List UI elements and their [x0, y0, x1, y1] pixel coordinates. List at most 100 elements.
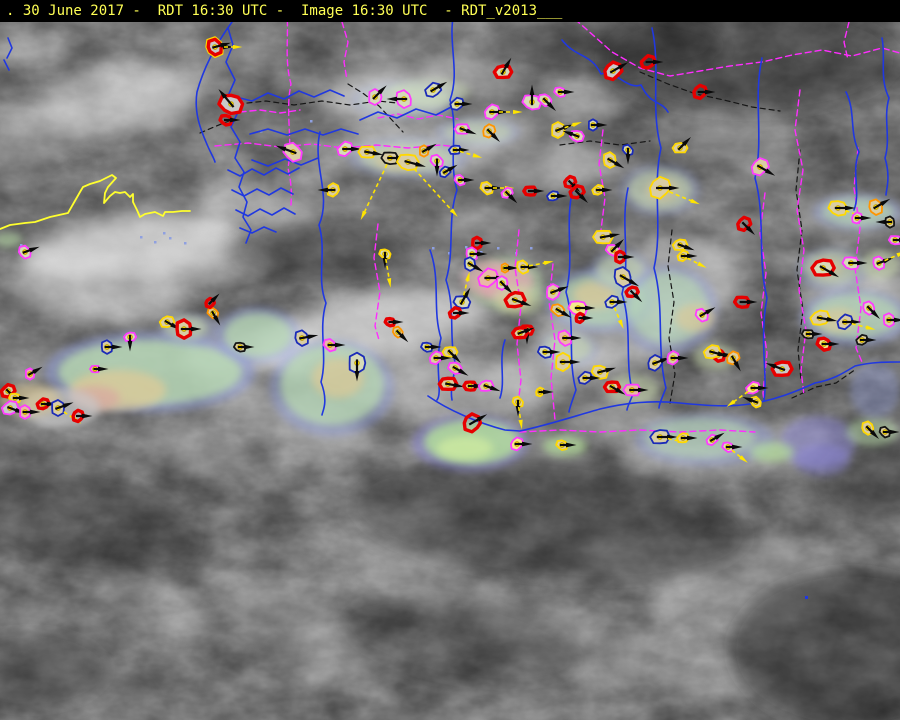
storm-cell[interactable]	[217, 89, 245, 116]
storm-cell[interactable]	[887, 235, 900, 246]
storm-cell[interactable]	[463, 256, 484, 272]
storm-cell[interactable]	[875, 215, 895, 229]
storm-cell[interactable]	[613, 266, 640, 289]
storm-cell[interactable]	[395, 153, 458, 217]
storm-cell[interactable]	[537, 345, 561, 359]
storm-cell[interactable]	[546, 283, 569, 301]
storm-cell[interactable]	[732, 295, 758, 309]
storm-cell[interactable]	[590, 364, 616, 380]
storm-cell[interactable]	[471, 235, 492, 251]
storm-cell[interactable]	[742, 395, 762, 409]
storm-cell[interactable]	[592, 229, 621, 245]
storm-cell[interactable]	[418, 143, 437, 158]
storm-cell[interactable]	[726, 380, 769, 407]
storm-cell[interactable]	[17, 244, 40, 260]
storm-cell[interactable]	[577, 370, 601, 385]
storm-cell[interactable]	[357, 145, 384, 159]
storm-cell[interactable]	[447, 306, 470, 320]
storm-cell[interactable]	[800, 329, 823, 340]
storm-cell[interactable]	[555, 439, 577, 451]
storm-cell[interactable]	[89, 364, 109, 374]
storm-cell[interactable]	[815, 336, 840, 352]
storm-cell[interactable]	[553, 86, 575, 98]
storm-cell[interactable]	[336, 140, 362, 158]
storm-cell[interactable]	[882, 312, 900, 328]
storm-cell[interactable]	[671, 238, 695, 251]
storm-cell[interactable]	[841, 256, 868, 271]
storm-cell[interactable]	[692, 83, 716, 101]
storm-cell[interactable]	[378, 248, 392, 288]
storm-cell[interactable]	[386, 89, 412, 109]
storm-cell[interactable]	[604, 239, 624, 257]
storm-cell[interactable]	[568, 184, 588, 203]
storm-cell[interactable]	[462, 412, 488, 434]
storm-cell[interactable]	[317, 182, 341, 198]
storm-cell[interactable]	[391, 325, 409, 343]
storm-cell[interactable]	[546, 190, 568, 202]
storm-cell[interactable]	[555, 351, 581, 373]
storm-cell[interactable]	[537, 93, 556, 111]
storm-cell[interactable]	[614, 249, 635, 265]
storm-cell[interactable]	[429, 153, 444, 177]
storm-cell[interactable]	[71, 408, 93, 424]
storm-cell[interactable]	[500, 262, 519, 274]
storm-cell[interactable]	[550, 303, 572, 318]
storm-cell[interactable]	[0, 400, 26, 416]
storm-cell[interactable]	[482, 123, 500, 142]
storm-cell[interactable]	[438, 164, 458, 179]
storm-cell[interactable]	[694, 307, 716, 323]
storm-cell[interactable]	[588, 118, 608, 132]
storm-cell[interactable]	[862, 300, 880, 319]
storm-cell[interactable]	[383, 316, 404, 328]
storm-cell[interactable]	[602, 151, 625, 169]
storm-cell[interactable]	[503, 290, 532, 309]
storm-cell[interactable]	[562, 129, 585, 143]
storm-cell[interactable]	[100, 339, 123, 355]
storm-cell[interactable]	[855, 333, 877, 346]
storm-cell[interactable]	[676, 432, 698, 444]
storm-cell[interactable]	[621, 143, 634, 165]
satellite-map[interactable]	[0, 22, 900, 720]
storm-cell[interactable]	[666, 350, 689, 366]
storm-cell[interactable]	[721, 441, 748, 463]
storm-cell[interactable]	[452, 271, 472, 310]
storm-cell[interactable]	[649, 175, 700, 205]
storm-cell[interactable]	[449, 96, 473, 111]
storm-cell[interactable]	[604, 294, 628, 329]
storm-cell[interactable]	[420, 341, 442, 353]
storm-cell[interactable]	[348, 351, 367, 382]
storm-cell[interactable]	[322, 338, 346, 353]
storm-cell[interactable]	[206, 37, 231, 57]
storm-cell[interactable]	[492, 57, 514, 80]
storm-cell[interactable]	[446, 361, 469, 376]
storm-cell[interactable]	[522, 185, 545, 197]
storm-cell[interactable]	[428, 350, 452, 366]
storm-cell[interactable]	[509, 436, 533, 452]
storm-cell[interactable]	[750, 157, 776, 177]
storm-cell[interactable]	[647, 354, 671, 372]
storm-cell[interactable]	[622, 383, 649, 397]
storm-cell[interactable]	[123, 331, 138, 352]
storm-cell[interactable]	[453, 173, 475, 187]
storm-cell[interactable]	[204, 293, 220, 310]
storm-cell[interactable]	[511, 395, 524, 430]
storm-cell[interactable]	[441, 346, 461, 363]
storm-cell[interactable]	[462, 380, 485, 392]
storm-cell[interactable]	[158, 315, 181, 330]
storm-cell[interactable]	[218, 113, 241, 127]
storm-cell[interactable]	[861, 420, 879, 439]
storm-cell[interactable]	[602, 380, 626, 395]
storm-cell[interactable]	[465, 246, 488, 262]
storm-cell[interactable]	[603, 60, 629, 82]
storm-cell[interactable]	[19, 404, 41, 420]
storm-cell[interactable]	[671, 137, 691, 154]
storm-cell[interactable]	[521, 84, 543, 111]
storm-cell[interactable]	[535, 386, 554, 398]
storm-cell[interactable]	[872, 251, 900, 271]
storm-cell[interactable]	[851, 211, 872, 225]
storm-cell[interactable]	[736, 215, 755, 235]
storm-cell[interactable]	[496, 275, 513, 294]
storm-cell[interactable]	[557, 329, 582, 347]
storm-cell[interactable]	[639, 54, 664, 70]
storm-cell[interactable]	[437, 376, 465, 391]
